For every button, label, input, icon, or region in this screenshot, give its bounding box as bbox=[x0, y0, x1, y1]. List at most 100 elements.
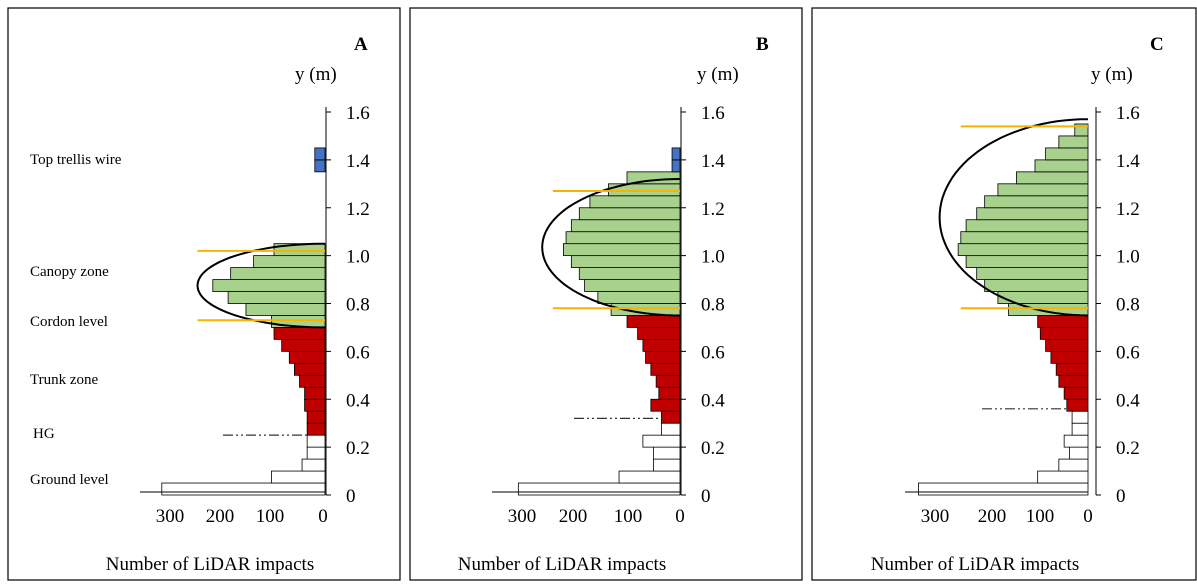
fitted-curve bbox=[541, 178, 681, 317]
bar-canopy-12 bbox=[1034, 159, 1089, 173]
y-tick-label: 1.0 bbox=[701, 247, 725, 268]
bar-trunk-6 bbox=[1039, 327, 1089, 340]
panel-border bbox=[811, 7, 1197, 581]
zone-label-ground-level: Ground level bbox=[30, 472, 109, 488]
bar-canopy-3 bbox=[578, 267, 681, 280]
y-tick-label: 0.2 bbox=[1116, 438, 1140, 459]
y-tick-label: 0.8 bbox=[1116, 295, 1140, 316]
bar-trunk-1 bbox=[306, 410, 326, 424]
bar-ground-0 bbox=[517, 482, 681, 496]
bar-canopy-5 bbox=[957, 243, 1089, 257]
bar-trellis-0 bbox=[671, 159, 681, 173]
bar-canopy-5 bbox=[563, 243, 681, 257]
y-tick-label: 1.2 bbox=[701, 199, 725, 220]
bar-trunk-5 bbox=[645, 350, 681, 364]
bar-ground-4 bbox=[306, 434, 326, 448]
fitted-curve bbox=[938, 118, 1089, 317]
bar-ground-2 bbox=[1058, 458, 1089, 472]
bars bbox=[918, 123, 1089, 496]
panel-a: Ay (m) 0 0.2 0.4 0.6 0.8 1.0 1.2 1.4 1.6 300 200 100… bbox=[7, 7, 401, 581]
bar-trunk-3 bbox=[655, 374, 681, 388]
x-tick-label: 0 bbox=[675, 506, 685, 527]
bar-ground-2 bbox=[301, 458, 326, 472]
bar-canopy-6 bbox=[960, 231, 1089, 245]
bar-trunk-2 bbox=[658, 386, 681, 400]
y-tick-label: 1.6 bbox=[346, 103, 370, 124]
bar-ground-1 bbox=[1037, 470, 1089, 484]
bar-canopy-2 bbox=[984, 279, 1089, 292]
y-tick-label: 1.6 bbox=[701, 103, 725, 124]
y-axis-unit-label: y (m) bbox=[697, 64, 739, 85]
bar-canopy-2 bbox=[227, 291, 326, 304]
bar-canopy-14 bbox=[1058, 135, 1089, 149]
y-tick-label: 0.6 bbox=[1116, 342, 1140, 363]
bar-canopy-7 bbox=[965, 219, 1089, 233]
bar-trunk-3 bbox=[1055, 362, 1089, 376]
bar-canopy-9 bbox=[589, 195, 681, 209]
bar-canopy-5 bbox=[253, 255, 326, 268]
bar-canopy-11 bbox=[626, 171, 681, 185]
bar-trunk-2 bbox=[304, 398, 326, 412]
bar-ground-4 bbox=[1063, 434, 1089, 448]
zone-label-trunk-zone: Trunk zone bbox=[30, 372, 99, 388]
bar-trunk-5 bbox=[293, 362, 326, 376]
x-tick-label: 300 bbox=[508, 506, 537, 527]
x-tick-label: 300 bbox=[156, 506, 185, 527]
y-tick-label: 1.4 bbox=[701, 151, 725, 172]
bars bbox=[161, 147, 326, 496]
bar-canopy-1 bbox=[245, 303, 326, 316]
bar-trunk-4 bbox=[299, 374, 326, 388]
bar-canopy-10 bbox=[997, 183, 1089, 197]
bar-trunk-7 bbox=[281, 339, 326, 352]
bar-ground-0 bbox=[161, 482, 326, 496]
zone-label-canopy-zone: Canopy zone bbox=[30, 264, 109, 280]
zone-labels: Top trellis wire Canopy zone Cordon leve… bbox=[30, 152, 122, 488]
bar-ground-5 bbox=[661, 422, 681, 436]
zone-label-hg: HG bbox=[33, 426, 55, 442]
bar-trellis-0 bbox=[314, 159, 326, 173]
panel-b: By (m) 0 0.2 0.4 0.6 0.8 1.0 1.2 1.4 1.6 300 200 100… bbox=[409, 7, 803, 581]
y-tick-label: 0.4 bbox=[1116, 390, 1140, 411]
y-tick-label: 1.2 bbox=[346, 199, 370, 220]
y-tick-label: 0.6 bbox=[346, 342, 370, 363]
y-tick-label: 0.4 bbox=[346, 390, 370, 411]
x-axis-title: Number of LiDAR impacts bbox=[106, 554, 314, 575]
y-tick-label: 0.4 bbox=[701, 390, 725, 411]
bar-trunk-1 bbox=[1063, 386, 1089, 400]
y-tick-label: 1.4 bbox=[1116, 151, 1140, 172]
bar-trunk-5 bbox=[1045, 339, 1089, 352]
bar-trunk-0 bbox=[661, 410, 681, 424]
x-tick-label: 100 bbox=[1026, 506, 1055, 527]
y-tick-label: 0 bbox=[1116, 486, 1126, 507]
bar-canopy-4 bbox=[570, 255, 681, 268]
y-tick-label: 0.2 bbox=[701, 438, 725, 459]
bar-ground-1 bbox=[271, 470, 326, 484]
fitted-curve bbox=[196, 242, 325, 329]
bar-trunk-6 bbox=[642, 339, 681, 352]
bar-ground-6 bbox=[1071, 410, 1089, 424]
x-tick-label: 100 bbox=[256, 506, 285, 527]
panel-border bbox=[409, 7, 803, 581]
bar-canopy-3 bbox=[976, 267, 1089, 280]
bar-canopy-2 bbox=[584, 279, 681, 292]
y-tick-label: 0.2 bbox=[346, 438, 370, 459]
y-tick-label: 1.2 bbox=[1116, 199, 1140, 220]
bar-canopy-9 bbox=[984, 195, 1089, 209]
bar-trunk-8 bbox=[626, 315, 681, 328]
panel-c: Cy (m) 0 0.2 0.4 0.6 0.8 1.0 1.2 1.4 1.6 300 200 100… bbox=[811, 7, 1197, 581]
bar-ground-0 bbox=[918, 482, 1089, 496]
bar-ground-3 bbox=[306, 446, 326, 460]
bar-trunk-1 bbox=[650, 398, 681, 412]
bar-trunk-7 bbox=[637, 327, 681, 340]
x-tick-label: 300 bbox=[921, 506, 950, 527]
bar-canopy-1 bbox=[597, 291, 681, 304]
y-axis-unit-label: y (m) bbox=[1091, 64, 1133, 85]
panel-letter: A bbox=[354, 34, 368, 55]
bar-ground-3 bbox=[1069, 446, 1089, 460]
bar-trunk-4 bbox=[1050, 350, 1089, 364]
x-tick-label: 0 bbox=[318, 506, 328, 527]
bar-canopy-8 bbox=[976, 207, 1089, 221]
y-tick-label: 0 bbox=[346, 486, 356, 507]
x-axis-title: Number of LiDAR impacts bbox=[458, 554, 666, 575]
